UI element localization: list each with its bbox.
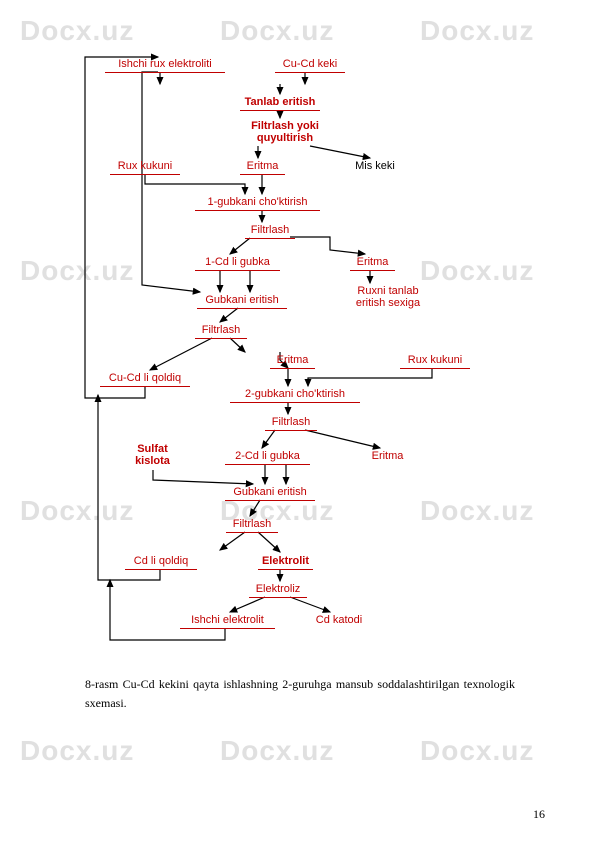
flow-node-filtrlash-4: Filtrlash bbox=[226, 518, 278, 533]
flow-node-gubkani-eritish-1: Gubkani eritish bbox=[197, 294, 287, 309]
watermark: Docx.uz bbox=[220, 15, 334, 47]
page-number: 16 bbox=[533, 807, 545, 822]
flow-node-cucd-keki: Cu-Cd keki bbox=[275, 58, 345, 73]
flow-node-eritma-4: Eritma bbox=[365, 450, 410, 464]
flow-node-gubkani-2: 2-gubkani cho'ktirish bbox=[230, 388, 360, 403]
flow-node-eritma-3: Eritma bbox=[270, 354, 315, 369]
flow-node-cd-li-gubka-2: 2-Cd li gubka bbox=[225, 450, 310, 465]
watermark: Docx.uz bbox=[420, 735, 534, 767]
flow-node-eritma-2: Eritma bbox=[350, 256, 395, 271]
flow-node-gubkani-1: 1-gubkani cho'ktirish bbox=[195, 196, 320, 211]
flow-node-ishchi-rux: Ishchi rux elektroliti bbox=[105, 58, 225, 73]
flow-node-filtr-yoki: Filtrlash yokiquyultirish bbox=[240, 120, 330, 146]
flow-node-tanlab-eritish: Tanlab eritish bbox=[240, 96, 320, 111]
flow-node-elektroliz: Elektroliz bbox=[249, 583, 307, 598]
flow-node-elektrolit: Elektrolit bbox=[258, 555, 313, 570]
watermark: Docx.uz bbox=[420, 255, 534, 287]
flow-node-mis-keki: Mis keki bbox=[350, 160, 400, 174]
flow-node-eritma-1: Eritma bbox=[240, 160, 285, 175]
watermark: Docx.uz bbox=[20, 735, 134, 767]
watermark: Docx.uz bbox=[420, 495, 534, 527]
watermark: Docx.uz bbox=[220, 735, 334, 767]
watermark: Docx.uz bbox=[20, 255, 134, 287]
flow-node-gubkani-eritish-2: Gubkani eritish bbox=[225, 486, 315, 501]
flow-node-rux-kukuni-1: Rux kukuni bbox=[110, 160, 180, 175]
flow-node-cucd-qoldiq: Cu-Cd li qoldiq bbox=[100, 372, 190, 387]
flow-node-cd-katodi: Cd katodi bbox=[310, 614, 368, 628]
figure-caption: 8-rasm Cu-Cd kekini qayta ishlashning 2-… bbox=[85, 675, 515, 713]
watermark: Docx.uz bbox=[20, 495, 134, 527]
flow-node-ishchi-elektrolit: Ishchi elektrolit bbox=[180, 614, 275, 629]
flow-node-filtrlash-2: Filtrlash bbox=[195, 324, 247, 339]
flow-node-rux-kukuni-2: Rux kukuni bbox=[400, 354, 470, 369]
flow-node-sulfat: Sulfatkislota bbox=[130, 443, 175, 469]
flow-node-filtrlash-1: Filtrlash bbox=[245, 224, 295, 239]
flow-node-cd-li-qoldiq: Cd li qoldiq bbox=[125, 555, 197, 570]
flow-node-ruxni-tanlab: Ruxni tanlaberitish sexiga bbox=[343, 285, 433, 311]
flow-node-filtrlash-3: Filtrlash bbox=[265, 416, 317, 431]
flow-node-cd-li-gubka-1: 1-Cd li gubka bbox=[195, 256, 280, 271]
watermark: Docx.uz bbox=[20, 15, 134, 47]
watermark: Docx.uz bbox=[420, 15, 534, 47]
